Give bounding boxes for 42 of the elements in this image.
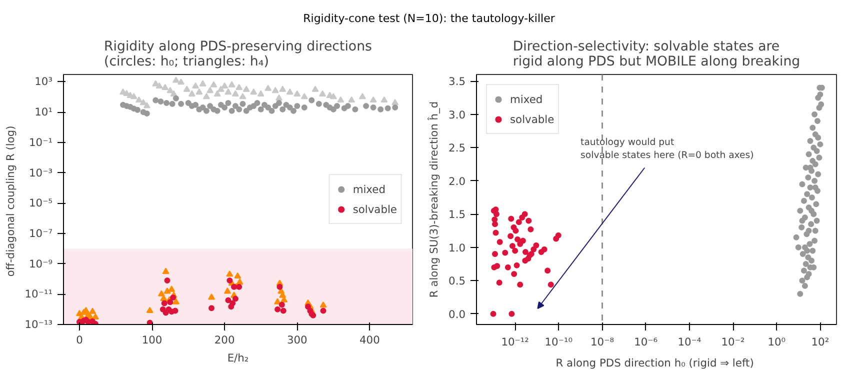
x-tick-label: 400 xyxy=(360,334,380,346)
x-tick-label: 0 xyxy=(76,334,84,346)
legend-label: mixed xyxy=(352,182,386,196)
y-tick-label: 10⁻³ xyxy=(29,166,53,180)
y-tick-label: 3.5 xyxy=(448,75,466,88)
y-tick-label: 3.0 xyxy=(448,108,466,122)
x-tick-label: 10⁻⁴ xyxy=(678,336,702,348)
x-tick-label: 10⁻⁸ xyxy=(590,336,614,348)
y-tick-label: 10³ xyxy=(34,75,53,88)
x-axis-title: E/h₂ xyxy=(227,352,249,364)
y-tick-label: 2.5 xyxy=(448,142,466,155)
y-tick-label: 0.0 xyxy=(448,308,466,321)
y-tick-label: 2.0 xyxy=(448,174,466,188)
legend-label: solvable xyxy=(352,202,397,216)
y-tick-label: 10⁻¹³ xyxy=(24,318,53,331)
y-tick-label: 0.5 xyxy=(448,274,466,288)
annotation: tautology would put solvable states here (R=0 both axes) xyxy=(580,136,754,161)
x-tick-label: 10⁻¹² xyxy=(501,336,529,348)
x-tick-label: 200 xyxy=(214,334,235,346)
x-tick-label: 10⁻² xyxy=(721,336,745,348)
y-tick-label: 10⁻⁷ xyxy=(29,226,53,240)
x-tick-label: 10⁰ xyxy=(768,336,786,348)
y-tick-label: 10¹ xyxy=(34,106,53,119)
x-tick-label: 10² xyxy=(811,336,830,348)
y-tick-label: 1.5 xyxy=(448,208,466,222)
y-axis-title: R along SU(3)-breaking direction ĥ_d xyxy=(428,101,441,298)
text: Rigidity-cone test (N=10): the tautology-killer xyxy=(303,11,555,27)
x-tick-label: 100 xyxy=(142,334,162,346)
y-tick-label: 1.0 xyxy=(448,241,466,254)
y-axis-title: off-diagonal coupling R (log) xyxy=(4,126,17,277)
x-tick-label: 10⁻¹⁰ xyxy=(544,336,573,348)
x-axis-title: R along PDS direction h₀ (rigid ⇒ left) xyxy=(556,356,754,370)
y-tick-label: 10⁻¹¹ xyxy=(24,288,53,301)
y-tick-label: 10⁻⁹ xyxy=(29,257,53,270)
x-tick-label: 300 xyxy=(286,334,308,346)
chart-title: Rigidity along PDS-preserving directions (circles: h₀; triangles: h₄) xyxy=(104,40,372,70)
y-tick-label: 10⁻¹ xyxy=(29,136,53,149)
legend-label: solvable xyxy=(510,112,554,126)
y-tick-label: 10⁻⁵ xyxy=(29,196,53,210)
x-tick-label: 10⁻⁶ xyxy=(634,336,658,348)
legend-label: mixed xyxy=(510,92,543,106)
chart-title: Direction-selectivity: solvable states are rigid along PDS but MOBILE along breaking xyxy=(512,40,800,70)
